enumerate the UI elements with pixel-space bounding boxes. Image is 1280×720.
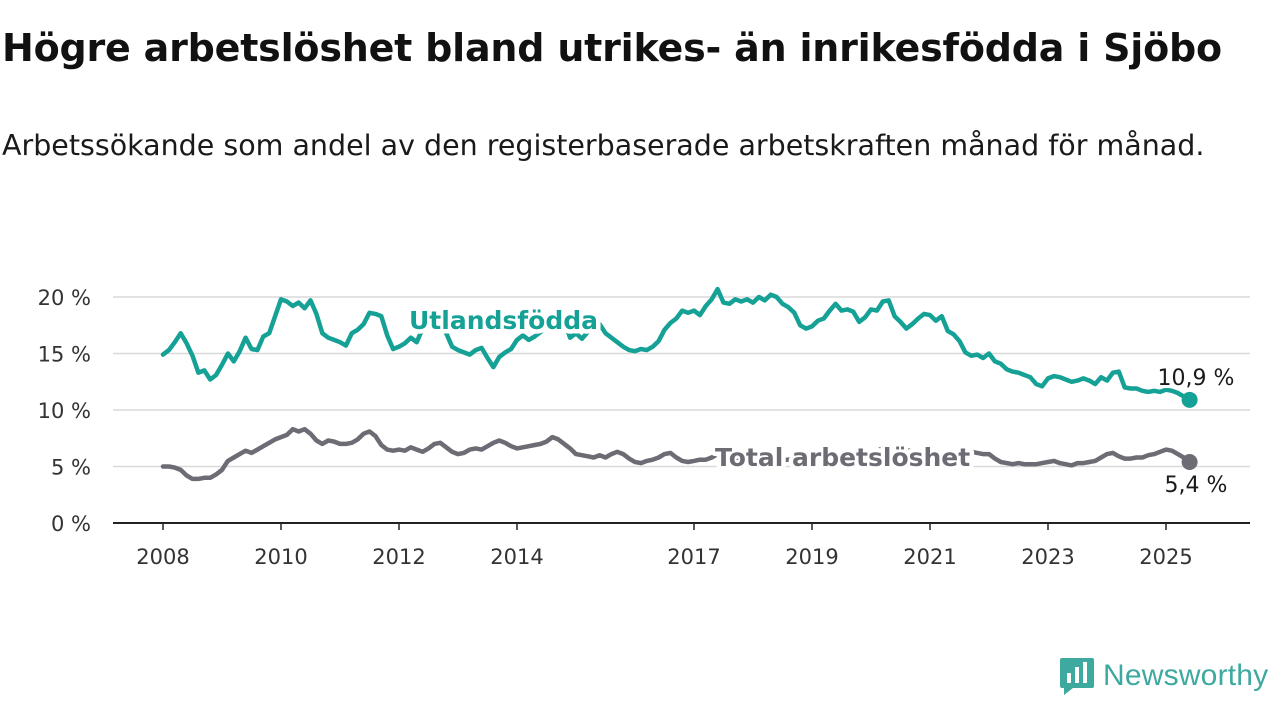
x-tick-label: 2014 — [490, 545, 543, 569]
series-label-utlandsfodda: Utlandsfödda — [409, 306, 598, 335]
x-tick-label: 2012 — [372, 545, 425, 569]
newsworthy-logo: Newsworthy — [1059, 654, 1268, 698]
x-tick-label: 2008 — [136, 545, 189, 569]
end-value-label-total: 5,4 % — [1165, 473, 1228, 498]
y-tick-label: 20 % — [38, 286, 91, 310]
end-value-label-utlandsfodda: 10,9 % — [1158, 366, 1235, 391]
series-end-point — [1181, 391, 1198, 408]
y-tick-label: 10 % — [38, 399, 91, 423]
chart-bubble-icon — [1060, 658, 1094, 695]
gridlines — [113, 296, 1250, 468]
y-tick-label: 0 % — [51, 512, 91, 536]
x-tick-label: 2023 — [1021, 545, 1074, 569]
x-tick-label: 2010 — [254, 545, 307, 569]
x-tick-label: 2025 — [1139, 545, 1192, 569]
page-title: Högre arbetslöshet bland utrikes- än inr… — [2, 26, 1222, 70]
brand-name: Newsworthy — [1103, 659, 1269, 692]
y-tick-label: 5 % — [51, 456, 91, 480]
y-axis-ticks: 0 % 5 % 10 % 15 % 20 % — [38, 286, 91, 536]
end-value-label-total-halo: 5,4 % — [1165, 473, 1228, 498]
x-axis: 2008 2010 2012 2014 2017 2019 2021 2023 2025 — [113, 522, 1250, 569]
x-tick-label: 2019 — [785, 545, 838, 569]
series-end-point — [1181, 453, 1198, 470]
end-value-label-utlandsfodda-halo: 10,9 % — [1158, 366, 1235, 391]
series-line-utlandsfodda — [160, 286, 1192, 403]
series-label-total-halo: Total arbetslöshet — [715, 443, 970, 472]
series-label-utlandsfodda-halo: Utlandsfödda — [409, 306, 598, 335]
series-label-total: Total arbetslöshet — [715, 443, 970, 472]
x-tick-label: 2021 — [903, 545, 956, 569]
series-lines — [160, 286, 1198, 482]
x-tick-label: 2017 — [667, 545, 720, 569]
page-subtitle: Arbetssökande som andel av den registerb… — [2, 129, 1205, 162]
y-tick-label: 15 % — [38, 343, 91, 367]
series-line-total — [160, 426, 1192, 482]
